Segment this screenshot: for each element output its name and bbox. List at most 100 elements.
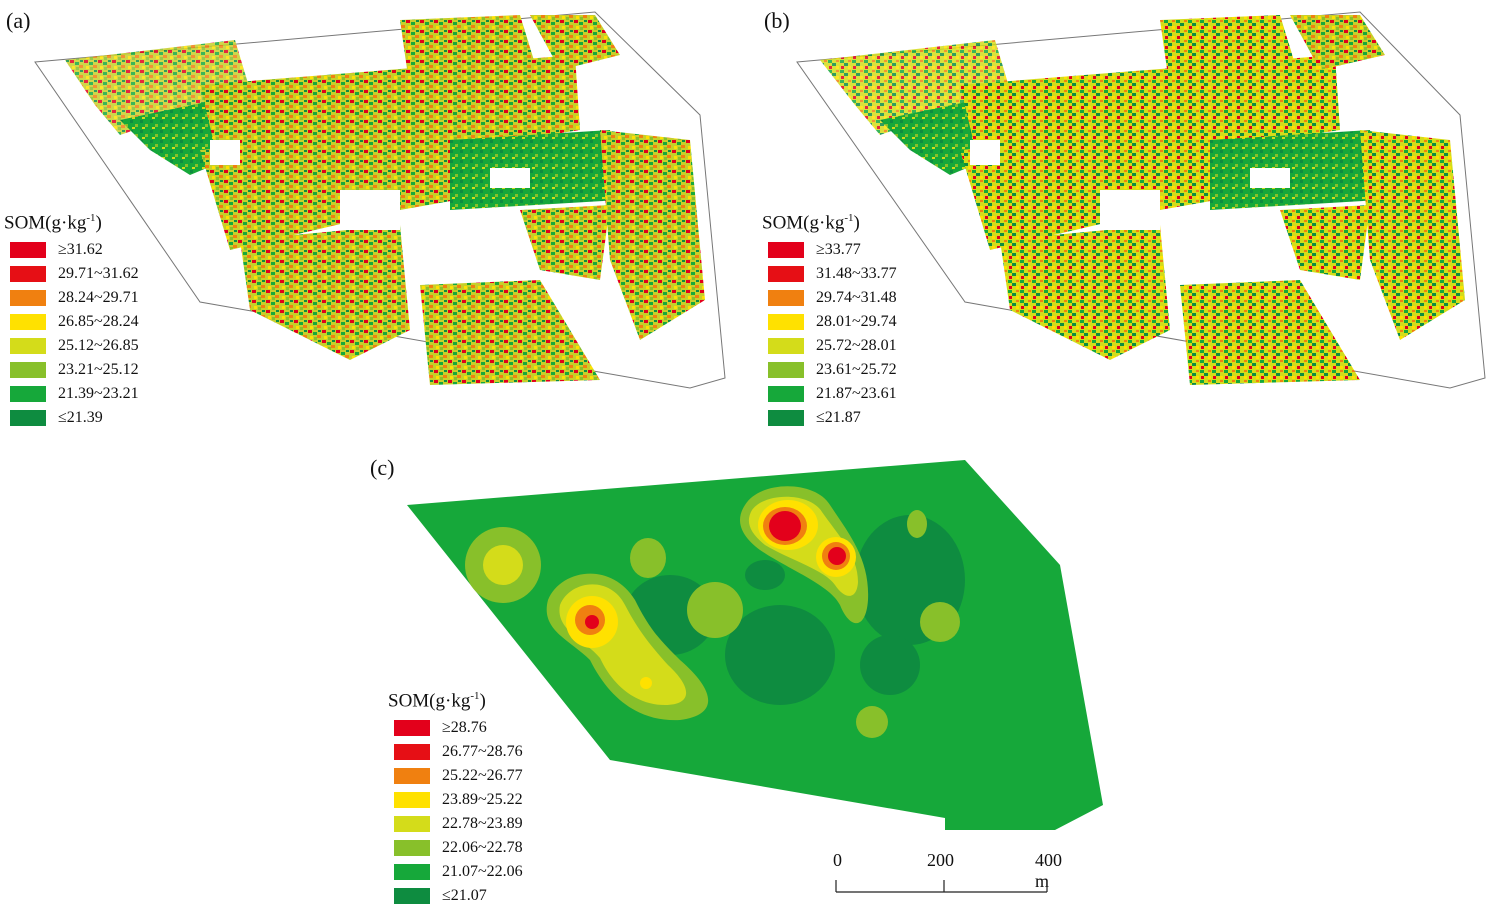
legend-label: 23.89~25.22 bbox=[442, 791, 523, 809]
non-farmland-gap bbox=[1100, 190, 1160, 230]
legend-row: ≤21.39 bbox=[4, 406, 139, 430]
legend-title: SOM(g·kg-1) bbox=[762, 212, 860, 234]
legend-swatch bbox=[394, 816, 430, 833]
legend-row: 26.77~28.76 bbox=[388, 740, 523, 764]
legend-row: ≥28.76 bbox=[388, 716, 523, 740]
som-field-patch bbox=[420, 280, 600, 385]
low-som-zone bbox=[725, 605, 835, 705]
legend-row: 28.24~29.71 bbox=[4, 286, 139, 310]
legend-swatch bbox=[768, 338, 804, 355]
legend-label: 23.21~25.12 bbox=[58, 361, 139, 379]
map-panel-c bbox=[407, 460, 1103, 830]
non-farmland-gap bbox=[340, 190, 400, 230]
non-farmland-gap bbox=[1250, 168, 1290, 188]
legend-label: 28.01~29.74 bbox=[816, 313, 897, 331]
scale-label-0: 0 bbox=[833, 850, 842, 870]
legend-row: 21.87~23.61 bbox=[762, 382, 897, 406]
panel-label-a: (a) bbox=[6, 8, 31, 33]
legend-row: 23.89~25.22 bbox=[388, 788, 523, 812]
legend-row: 25.22~26.77 bbox=[388, 764, 523, 788]
som-field-patch bbox=[65, 40, 250, 135]
som-field-patch bbox=[520, 205, 610, 280]
peak-som-zone bbox=[769, 511, 801, 541]
legend-label: 25.72~28.01 bbox=[816, 337, 897, 355]
som-field-patch bbox=[1160, 15, 1300, 90]
legend-swatch bbox=[10, 266, 46, 283]
legend-swatch bbox=[768, 242, 804, 259]
mid-som-zone bbox=[687, 582, 743, 638]
scale-label-200: 200 bbox=[927, 850, 954, 870]
map-panel-b bbox=[796, 11, 1486, 389]
non-farmland-gap bbox=[1180, 230, 1270, 280]
panel-label-c: (c) bbox=[370, 455, 395, 480]
legend-swatch bbox=[394, 768, 430, 785]
legend-row: 23.61~25.72 bbox=[762, 358, 897, 382]
som-field-patch bbox=[1290, 15, 1385, 70]
legend-row: 22.78~23.89 bbox=[388, 812, 523, 836]
scale-label-400: 400 m bbox=[1035, 850, 1062, 891]
som-field-patch bbox=[240, 225, 410, 360]
legend-c: SOM(g·kg-1) ≥28.76 26.77~28.76 25.22~26.77… bbox=[388, 690, 523, 908]
low-som-zone bbox=[745, 560, 785, 590]
legend-label: 29.74~31.48 bbox=[816, 289, 897, 307]
legend-row: 25.12~26.85 bbox=[4, 334, 139, 358]
som-field-patch bbox=[450, 130, 620, 210]
legend-label: 22.78~23.89 bbox=[442, 815, 523, 833]
peak-som-zone bbox=[585, 615, 599, 629]
legend-title: SOM(g·kg-1) bbox=[4, 212, 102, 234]
legend-title: SOM(g·kg-1) bbox=[388, 690, 486, 712]
mid-som-zone bbox=[920, 602, 960, 642]
scale-bar-line bbox=[835, 880, 1048, 893]
som-field-patch bbox=[1210, 130, 1380, 210]
legend-label: 26.77~28.76 bbox=[442, 743, 523, 761]
study-area-boundary-b bbox=[796, 11, 1486, 389]
legend-label: 29.71~31.62 bbox=[58, 265, 139, 283]
legend-swatch bbox=[10, 242, 46, 259]
legend-label: 23.61~25.72 bbox=[816, 361, 897, 379]
mid-som-zone bbox=[856, 706, 888, 738]
legend-label: ≤21.87 bbox=[816, 409, 861, 427]
legend-row: 29.74~31.48 bbox=[762, 286, 897, 310]
high-som-zone bbox=[640, 677, 652, 689]
som-field-patch bbox=[820, 40, 1010, 135]
legend-label: 28.24~29.71 bbox=[58, 289, 139, 307]
legend-swatch bbox=[394, 744, 430, 761]
som-field-patch bbox=[1360, 130, 1465, 340]
legend-a: SOM(g·kg-1) ≥31.62 29.71~31.62 28.24~29.71… bbox=[4, 212, 139, 430]
legend-swatch bbox=[10, 410, 46, 427]
low-som-zone bbox=[860, 635, 920, 695]
non-farmland-gap bbox=[970, 140, 1000, 165]
legend-swatch bbox=[768, 314, 804, 331]
legend-row: 22.06~22.78 bbox=[388, 836, 523, 860]
legend-row: 28.01~29.74 bbox=[762, 310, 897, 334]
legend-swatch bbox=[394, 720, 430, 737]
legend-swatch bbox=[394, 888, 430, 905]
legend-label: 21.07~22.06 bbox=[442, 863, 523, 881]
study-area-boundary-a bbox=[34, 11, 726, 389]
legend-label: ≥31.62 bbox=[58, 241, 103, 259]
legend-swatch bbox=[10, 386, 46, 403]
legend-swatch bbox=[10, 290, 46, 307]
legend-row: 29.71~31.62 bbox=[4, 262, 139, 286]
non-farmland-gap bbox=[210, 140, 240, 165]
legend-label: 25.12~26.85 bbox=[58, 337, 139, 355]
legend-label: 21.39~23.21 bbox=[58, 385, 139, 403]
legend-b: SOM(g·kg-1) ≥33.77 31.48~33.77 29.74~31.48… bbox=[762, 212, 897, 430]
legend-swatch bbox=[768, 410, 804, 427]
non-farmland-gap bbox=[490, 168, 530, 188]
som-field-patch bbox=[530, 15, 620, 70]
legend-row: 31.48~33.77 bbox=[762, 262, 897, 286]
legend-row: ≥33.77 bbox=[762, 238, 897, 262]
legend-label: ≤21.39 bbox=[58, 409, 103, 427]
legend-label: 22.06~22.78 bbox=[442, 839, 523, 857]
legend-row: 26.85~28.24 bbox=[4, 310, 139, 334]
som-field-patch bbox=[1180, 280, 1360, 385]
non-farmland-gap bbox=[420, 230, 510, 280]
legend-label: 31.48~33.77 bbox=[816, 265, 897, 283]
legend-row: 23.21~25.12 bbox=[4, 358, 139, 382]
som-field-patch bbox=[600, 130, 705, 340]
legend-label: ≤21.07 bbox=[442, 887, 487, 905]
panel-label-b: (b) bbox=[764, 8, 790, 33]
legend-swatch bbox=[394, 792, 430, 809]
